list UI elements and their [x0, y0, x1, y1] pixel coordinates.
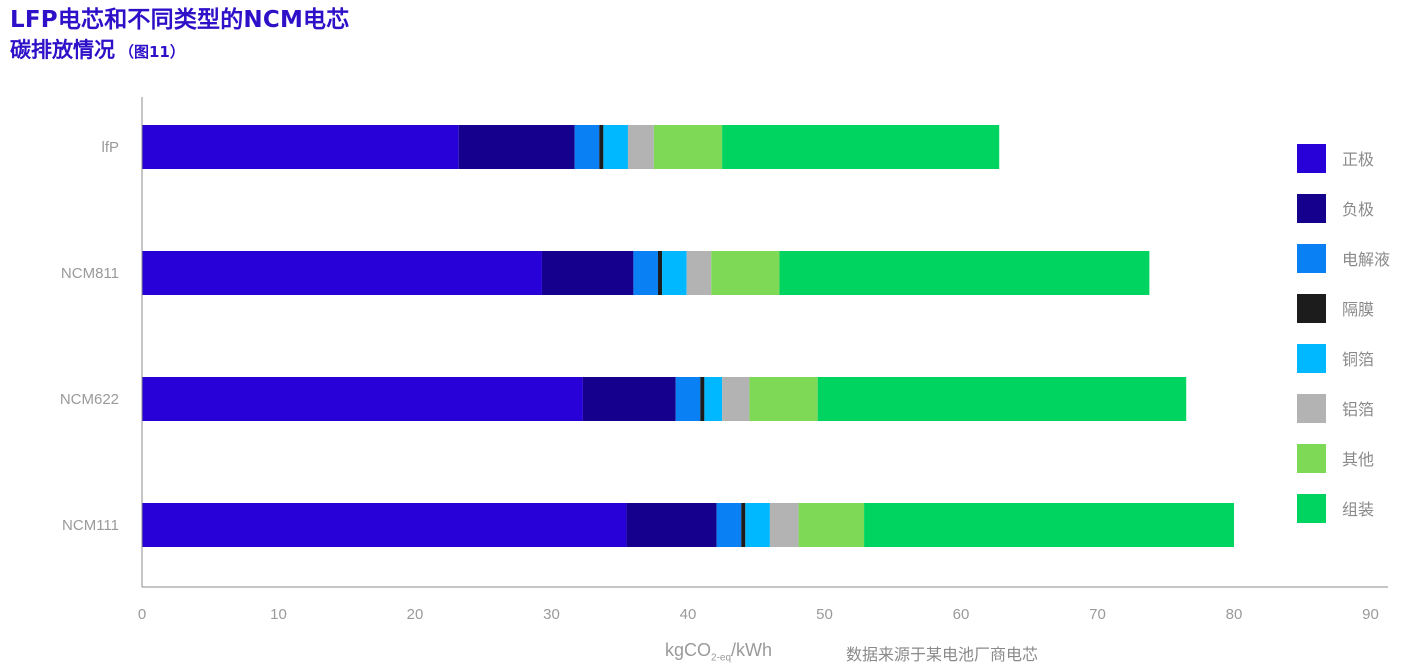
- bar-segment: [657, 251, 663, 295]
- bar-segment: [704, 377, 723, 421]
- bar-segment: [142, 125, 459, 169]
- bar-segment: [599, 125, 604, 169]
- source-note: 数据来源于某电池厂商电芯: [846, 645, 1039, 664]
- legend-swatch: [1297, 144, 1326, 173]
- bars-group: lfP NCM811 NCM622 NCM111: [60, 125, 1234, 547]
- x-unit-pre: kgCO: [665, 640, 712, 660]
- legend-swatch: [1297, 244, 1326, 273]
- bar-segment: [779, 251, 1150, 295]
- x-tick-label: 10: [270, 606, 287, 623]
- legend-label: 负极: [1342, 200, 1374, 219]
- bar-segment: [700, 377, 705, 421]
- bar-segment: [627, 125, 654, 169]
- bar-segment: [769, 503, 799, 547]
- title-line-2-text: 碳排放情况: [10, 38, 115, 62]
- bar-segment: [749, 377, 818, 421]
- bar-segment: [745, 503, 770, 547]
- axes-group: 0 10 20 30 40 50 60 70 80 90: [138, 97, 1388, 623]
- bar-segment: [142, 251, 542, 295]
- title-line-2: 碳排放情况 （图11）: [10, 35, 349, 67]
- bar-segment: [798, 503, 865, 547]
- bar-segment: [458, 125, 575, 169]
- bar-segment: [711, 251, 780, 295]
- bar-segment: [603, 125, 628, 169]
- bar-segment: [741, 503, 746, 547]
- x-tick-label: 70: [1089, 606, 1106, 623]
- legend-label: 铝箔: [1342, 400, 1374, 419]
- legend-label: 其他: [1342, 450, 1374, 469]
- chart-title: LFP电芯和不同类型的NCM电芯 碳排放情况 （图11）: [10, 5, 349, 67]
- bar-segment: [582, 377, 676, 421]
- y-tick-label: NCM111: [62, 517, 119, 534]
- title-line-1: LFP电芯和不同类型的NCM电芯: [10, 7, 350, 33]
- legend-swatch: [1297, 394, 1326, 423]
- bar-segment: [662, 251, 687, 295]
- bar-segment: [541, 251, 634, 295]
- x-unit-post: /kWh: [731, 640, 773, 660]
- legend-swatch: [1297, 294, 1326, 323]
- bar-segment: [626, 503, 717, 547]
- x-tick-label: 30: [543, 606, 560, 623]
- bar-segment: [716, 503, 742, 547]
- x-tick-label: 60: [953, 606, 970, 623]
- legend-label: 铜箔: [1342, 350, 1374, 369]
- bar-segment: [722, 377, 750, 421]
- bar-segment: [653, 125, 723, 169]
- legend-label: 电解液: [1342, 250, 1390, 269]
- x-tick-label: 50: [816, 606, 833, 623]
- x-tick-label: 80: [1226, 606, 1243, 623]
- legend-label: 隔膜: [1342, 300, 1374, 319]
- bar-segment: [686, 251, 712, 295]
- x-tick-label: 0: [138, 606, 146, 623]
- bar-segment: [722, 125, 1000, 169]
- x-axis-unit: kgCO2-eq/kWh: [665, 640, 772, 664]
- legend-swatch: [1297, 444, 1326, 473]
- legend-label: 正极: [1342, 150, 1374, 169]
- x-tick-label: 20: [407, 606, 424, 623]
- x-tick-label: 90: [1362, 606, 1379, 623]
- bar-segment: [633, 251, 658, 295]
- y-tick-label: lfP: [101, 139, 119, 156]
- y-tick-label: NCM622: [60, 391, 119, 408]
- bar-segment: [864, 503, 1234, 547]
- legend-swatch: [1297, 494, 1326, 523]
- bar-segment: [817, 377, 1187, 421]
- bar-segment: [574, 125, 600, 169]
- legend-swatch: [1297, 344, 1326, 373]
- figure-reference: （图11）: [119, 43, 185, 61]
- bar-segment: [675, 377, 701, 421]
- legend-swatch: [1297, 194, 1326, 223]
- bar-segment: [142, 377, 583, 421]
- bar-segment: [142, 503, 627, 547]
- legend-label: 组装: [1342, 500, 1374, 519]
- y-tick-label: NCM811: [61, 265, 119, 282]
- x-tick-label: 40: [680, 606, 697, 623]
- x-unit-sub: 2-eq: [711, 652, 732, 664]
